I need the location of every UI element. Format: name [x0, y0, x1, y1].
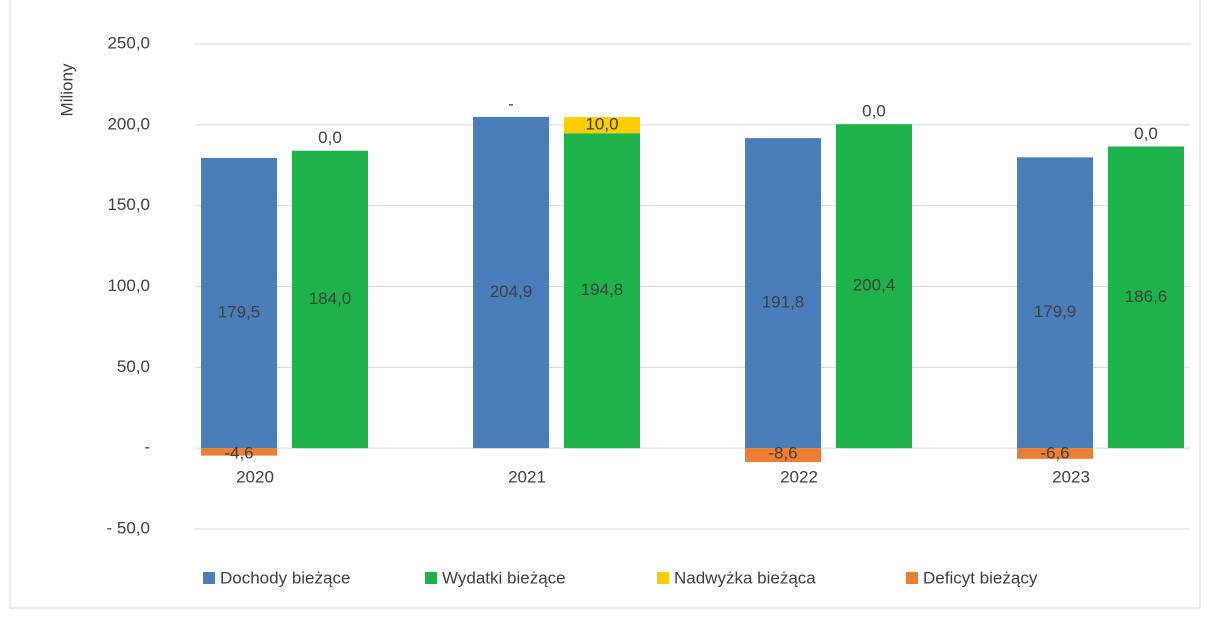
- legend-label: Deficyt bieżący: [923, 568, 1038, 587]
- y-tick-label: 150,0: [107, 195, 150, 214]
- data-label: 184,0: [309, 289, 352, 308]
- data-label: 186,6: [1125, 287, 1168, 306]
- y-tick-label: -: [144, 438, 150, 457]
- x-tick-label: 2022: [780, 467, 818, 486]
- legend-swatch: [657, 572, 669, 584]
- bar: [564, 117, 640, 134]
- bar: [745, 138, 821, 449]
- data-label: 0,0: [862, 102, 886, 121]
- legend-label: Wydatki bieżące: [442, 568, 566, 587]
- y-axis-label: Miliony: [57, 63, 76, 116]
- data-label: -6,6: [1040, 444, 1069, 463]
- y-tick-label: 50,0: [117, 357, 150, 376]
- legend-swatch: [425, 572, 437, 584]
- data-label: 0,0: [318, 128, 342, 147]
- legend-label: Dochody bieżące: [220, 568, 350, 587]
- data-label: 200,4: [853, 276, 896, 295]
- bar: [564, 133, 640, 449]
- data-label: 194,8: [581, 280, 624, 299]
- bar: [473, 116, 549, 449]
- legend-swatch: [906, 572, 918, 584]
- data-label: -8,6: [768, 444, 797, 463]
- y-tick-label: 200,0: [107, 114, 150, 133]
- data-label: 191,8: [762, 293, 805, 312]
- bar: [1108, 146, 1184, 449]
- bar: [1017, 157, 1093, 449]
- bar: [1017, 448, 1093, 459]
- x-tick-label: 2021: [508, 467, 546, 486]
- data-label: 179,5: [218, 303, 261, 322]
- data-label: -4,6: [224, 444, 253, 463]
- bar: [201, 157, 277, 449]
- legend-label: Nadwyżka bieżąca: [674, 568, 816, 587]
- y-tick-label: 100,0: [107, 276, 150, 295]
- bar: [836, 124, 912, 449]
- bar: [745, 448, 821, 463]
- data-label: 0,0: [1134, 124, 1158, 143]
- data-label: 179,9: [1034, 302, 1077, 321]
- x-tick-label: 2023: [1052, 467, 1090, 486]
- y-tick-label: - 50,0: [107, 518, 150, 537]
- data-label: 204,9: [490, 282, 533, 301]
- data-label: 10,0: [585, 115, 618, 134]
- data-label: -: [508, 94, 514, 113]
- chart-frame: [9, 0, 1201, 609]
- y-tick-label: 250,0: [107, 33, 150, 52]
- legend-swatch: [203, 572, 215, 584]
- x-tick-label: 2020: [236, 467, 274, 486]
- bar: [201, 448, 277, 456]
- bar: [292, 150, 368, 449]
